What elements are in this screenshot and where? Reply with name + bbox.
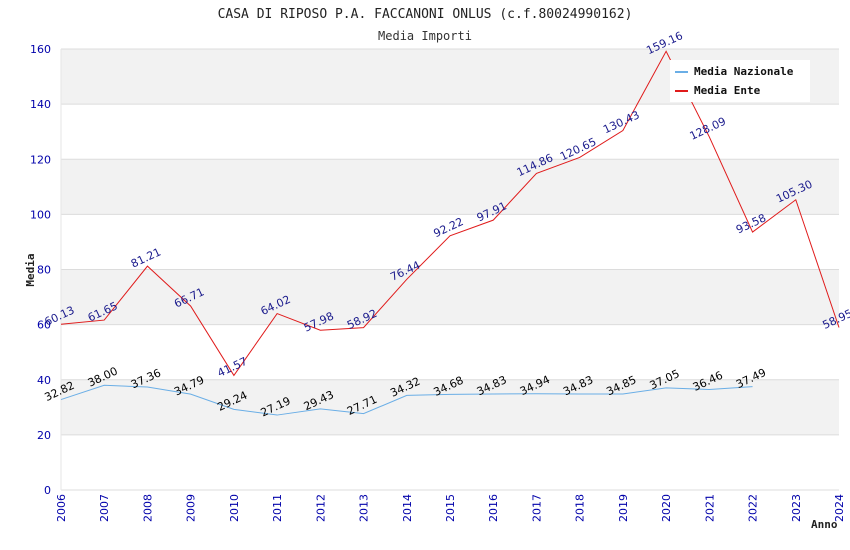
x-tick-label: 2024: [833, 494, 846, 522]
series-lines: [60, 50, 840, 416]
chart-title: CASA DI RIPOSO P.A. FACCANONI ONLUS (c.f…: [218, 7, 633, 22]
grid-band: [61, 269, 839, 325]
chart-subtitle: Media Importi: [378, 29, 472, 43]
x-tick-label: 2021: [703, 494, 716, 522]
x-tick-label: 2017: [530, 494, 543, 522]
data-label: 92.22: [431, 215, 465, 240]
y-tick-label: 60: [37, 319, 51, 332]
x-tick-label: 2009: [185, 494, 198, 522]
x-tick-label: 2020: [660, 494, 673, 522]
legend-label-media-nazionale: Media Nazionale: [694, 65, 794, 78]
x-tick-label: 2018: [574, 494, 587, 522]
x-tick-label: 2014: [401, 494, 414, 522]
x-tick-label: 2010: [228, 494, 241, 522]
y-tick-label: 140: [30, 98, 51, 111]
x-tick-label: 2019: [617, 494, 630, 522]
y-tick-labels: 0 20 40 60 80 100 120 140 160: [30, 43, 51, 497]
data-label: 128.09: [688, 115, 728, 143]
x-tick-label: 2006: [55, 494, 68, 522]
legend-box: [670, 60, 810, 102]
y-tick-label: 160: [30, 43, 51, 56]
x-tick-label: 2008: [141, 494, 154, 522]
grid-band: [61, 379, 839, 435]
series-line-media-nazionale: [60, 384, 753, 416]
x-tick-label: 2023: [790, 494, 803, 522]
data-label: 93.58: [734, 211, 768, 236]
gridlines: [60, 48, 839, 491]
data-label: 81.21: [129, 245, 163, 270]
x-tick-label: 2007: [98, 494, 111, 522]
x-axis-label: Anno: [811, 518, 838, 531]
x-tick-label: 2016: [487, 494, 500, 522]
y-tick-label: 40: [37, 374, 51, 387]
y-tick-label: 0: [44, 484, 51, 497]
grid-bands: [61, 49, 839, 435]
grid-band: [61, 159, 839, 215]
y-tick-label: 80: [37, 264, 51, 277]
data-label: 130.43: [601, 108, 641, 136]
y-tick-label: 20: [37, 429, 51, 442]
y-tick-label: 100: [30, 208, 51, 221]
x-tick-label: 2013: [358, 494, 371, 522]
x-tick-label: 2011: [271, 494, 284, 522]
data-label: 41.57: [215, 355, 249, 380]
legend: Media Nazionale Media Ente: [670, 60, 810, 102]
x-tick-label: 2012: [314, 494, 327, 522]
legend-label-media-ente: Media Ente: [694, 84, 761, 97]
series-line-media-ente: [60, 50, 840, 377]
y-tick-label: 120: [30, 153, 51, 166]
x-tick-label: 2015: [444, 494, 457, 522]
x-tick-label: 2022: [747, 494, 760, 522]
x-tick-labels: 2006 2007 2008 2009 2010 2011 2012 2013 2014 2015…: [55, 494, 846, 522]
y-axis-label: Media: [24, 253, 37, 286]
